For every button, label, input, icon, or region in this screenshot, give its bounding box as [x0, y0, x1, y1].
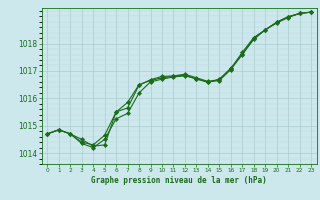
X-axis label: Graphe pression niveau de la mer (hPa): Graphe pression niveau de la mer (hPa) — [91, 176, 267, 185]
